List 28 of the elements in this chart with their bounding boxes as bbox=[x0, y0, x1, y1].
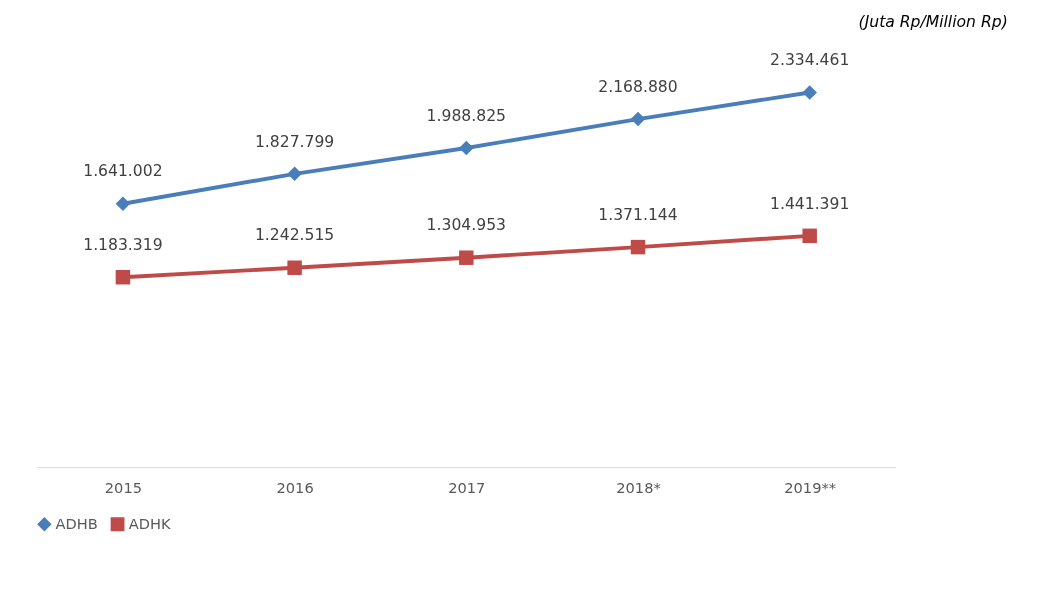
point bbox=[802, 228, 817, 244]
data-label: 1.441.391 bbox=[770, 194, 850, 213]
data-label: 1.242.515 bbox=[254, 226, 335, 245]
data-label: 2.334.461 bbox=[770, 51, 850, 70]
data-label: 1.304.953 bbox=[426, 216, 506, 235]
data-label: 1.641.002 bbox=[83, 162, 163, 181]
data-label: 1.827.799 bbox=[254, 132, 335, 151]
point bbox=[287, 260, 302, 275]
data-label: 1.183.319 bbox=[83, 235, 163, 254]
data-label: 1.371.144 bbox=[598, 205, 678, 224]
legend-label: ADHK bbox=[128, 515, 172, 533]
point bbox=[630, 239, 646, 255]
data-label: 1.988.825 bbox=[426, 106, 506, 125]
legend-label: ADHB bbox=[55, 515, 98, 533]
x-tick-label: 2017 bbox=[448, 478, 486, 496]
data-label: 2.168.880 bbox=[598, 77, 678, 96]
point bbox=[115, 270, 131, 285]
x-tick-label: 2018* bbox=[616, 478, 661, 496]
point bbox=[630, 111, 646, 127]
point bbox=[115, 196, 131, 212]
point bbox=[287, 166, 302, 182]
point bbox=[802, 85, 817, 100]
point bbox=[459, 140, 474, 156]
x-tick-label: 2016 bbox=[276, 478, 314, 496]
x-tick-label: 2015 bbox=[104, 478, 143, 496]
point bbox=[459, 250, 474, 265]
text: (Juta Rp/Million Rp) bbox=[858, 13, 1008, 32]
x-tick-label: 2019** bbox=[784, 478, 837, 496]
